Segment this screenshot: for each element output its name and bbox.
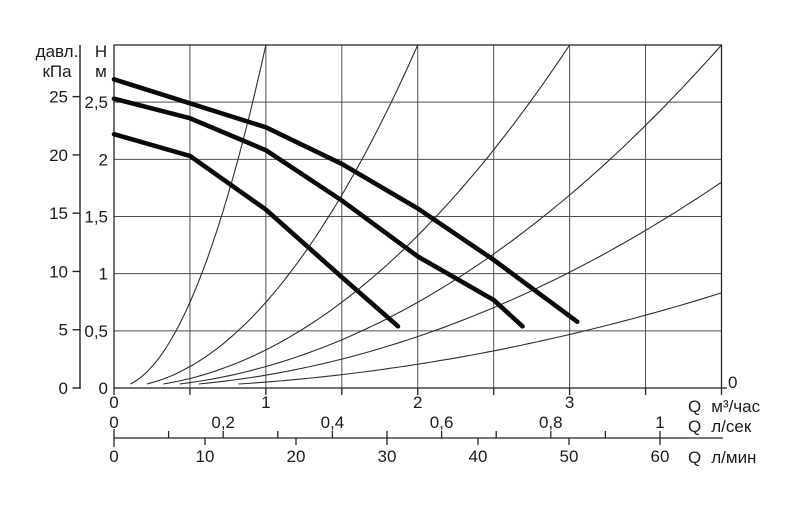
svg-text:0: 0 [109,447,118,466]
head-tick-labels: 0 0,5 1 1,5 2 2,5 [84,93,108,398]
flow-lmin-q-symbol: Q [688,448,702,467]
svg-text:2: 2 [413,393,422,412]
pump-characteristic-3 [111,131,401,329]
system-curve-3 [163,44,571,385]
pump-curves [111,77,580,329]
svg-text:0,2: 0,2 [211,413,235,432]
svg-text:10: 10 [196,447,215,466]
system-curve-5 [198,181,722,385]
svg-text:20: 20 [287,447,306,466]
head-axis-title-line1: Н [94,42,108,61]
flow-ls-unit-text: л/сек [711,417,752,436]
svg-text:0,5: 0,5 [84,322,108,341]
svg-text:2,5: 2,5 [84,93,108,112]
system-curve-6 [238,292,722,385]
svg-text:0: 0 [99,379,108,398]
svg-text:0: 0 [59,379,68,398]
flow-m3h-q-symbol: Q [688,397,702,416]
head-axis-title-line2: м [95,62,107,81]
svg-text:0,8: 0,8 [539,413,563,432]
pressure-axis-title-line1: давл. [35,42,79,61]
svg-text:1,5: 1,5 [84,208,108,227]
system-curve-1 [130,44,267,385]
svg-text:30: 30 [378,447,397,466]
pressure-tick-labels: 0 5 10 15 20 25 [49,88,68,398]
flow-lmin-unit-text: л/мин [711,448,757,467]
svg-text:5: 5 [59,321,68,340]
flow-m3h-tick-labels: 0 1 2 3 [109,393,574,412]
flow-ls-q-symbol: Q [688,417,702,436]
flow-ls-lmin-axis [113,429,723,447]
gridlines [114,45,722,388]
svg-text:50: 50 [560,447,579,466]
svg-text:1: 1 [261,393,270,412]
pressure-axis-title: давл. кПа [32,42,82,82]
svg-text:10: 10 [49,262,68,281]
svg-text:2: 2 [99,150,108,169]
flow-lmin-unit-label: Q л/мин [688,448,756,468]
svg-text:15: 15 [49,204,68,223]
pressure-axis [72,45,81,389]
system-curve-4 [179,44,722,385]
system-curves [130,44,722,385]
flow-ls-tick-labels: 0 0,2 0,4 0,6 0,8 1 [109,413,664,432]
flow-m3h-unit-text: м³/час [711,397,761,416]
svg-text:0: 0 [109,393,118,412]
flow-ls-unit-label: Q л/сек [688,417,751,437]
svg-text:1: 1 [655,413,664,432]
svg-text:1: 1 [99,265,108,284]
svg-text:3: 3 [565,393,574,412]
flow-m3h-unit-label: Q м³/час [688,397,760,417]
svg-text:0,6: 0,6 [430,413,454,432]
flow-lmin-tick-labels: 0 10 20 30 40 50 60 [109,447,669,466]
system-curve-2 [146,44,419,385]
svg-text:25: 25 [49,88,68,107]
svg-text:20: 20 [49,146,68,165]
pump-characteristic-1 [111,77,580,324]
svg-text:0: 0 [109,413,118,432]
svg-text:0,4: 0,4 [321,413,345,432]
flow-m3h-axis [113,387,727,395]
svg-text:40: 40 [469,447,488,466]
flow-axis-end-zero-label: 0 [728,373,738,392]
head-axis-title: Н м [88,42,114,82]
pressure-axis-title-line2: кПа [42,62,72,81]
svg-text:60: 60 [651,447,670,466]
pump-characteristic-2 [111,96,525,329]
